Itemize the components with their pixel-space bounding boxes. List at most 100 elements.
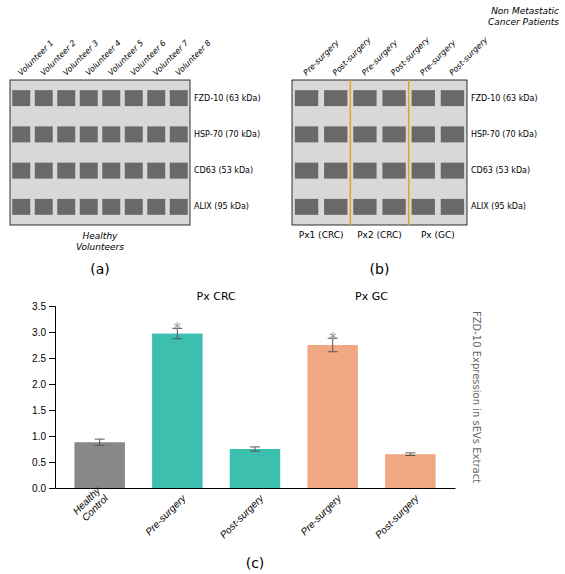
tick: 2.0 [32,379,55,390]
blot-band [125,126,143,142]
error-cap [95,439,105,440]
annotation: Px GC [355,290,388,303]
tick-label: 3.5 [32,301,46,312]
row-label: CD63 (53 kDa) [194,166,253,175]
annotation: Non MetastaticCancer Patients [488,6,559,27]
blot-band [441,126,464,142]
tick-label: 2.5 [32,353,46,364]
blot-band [170,199,188,215]
row-label: ALIX (95 kDa) [471,202,526,211]
blot-band [412,90,435,106]
blot-band [80,163,98,179]
tick: 1.5 [32,405,55,416]
annotation: * [329,330,337,348]
bar [385,454,435,488]
tick-label: 0.0 [32,483,46,494]
bar [74,442,124,488]
error-stem [99,439,100,445]
tick: 2.5 [32,353,55,364]
blot-band [102,199,120,215]
tick: Post-surgery [373,488,422,541]
blot-band [125,199,143,215]
blot-band [80,199,98,215]
blot-band [102,163,120,179]
blot-band [102,126,120,142]
tick: 0.0 [32,483,55,494]
figure: FZD-10 (63 kDa)HSP-70 (70 kDa)CD63 (53 k… [0,0,565,574]
tick-mark [49,436,55,437]
marks [74,328,435,488]
row-label: HSP-70 (70 kDa) [194,130,260,139]
tick-mark [49,384,55,385]
blot-band [295,199,318,215]
axis-title: FZD-10 Expression in sEVs Extract [471,311,482,483]
axis-line [49,307,56,489]
blot-panel: FZD-10 (63 kDa)HSP-70 (70 kDa)CD63 (53 k… [292,6,559,277]
text-line: Non Metastatic [491,6,559,16]
x-axis: HealthyControl Pre-surgery Post-surgery Pre… [56,484,456,540]
text-line: Post-surgery [218,492,267,541]
blot-band [125,90,143,106]
blot-band [353,126,376,142]
error-cap [250,446,260,447]
text-line: Volunteers [76,242,124,252]
error-bar [250,447,260,451]
blot-band [102,90,120,106]
blot-band [57,90,75,106]
blot-band [57,163,75,179]
row-label: ALIX (95 kDa) [194,202,249,211]
text-line: Healthy [83,231,119,241]
blot-band [170,90,188,106]
tick: 0.5 [32,457,55,468]
error-cap [95,445,105,446]
blot-band [147,199,165,215]
panel-label: (c) [246,555,265,571]
annotation: Px CRC [197,290,236,303]
blot-panel: FZD-10 (63 kDa)HSP-70 (70 kDa)CD63 (53 k… [10,38,261,277]
tick-label: Pre-surgery [143,492,188,537]
group-label: Px2 (CRC) [357,230,402,240]
text-line: Pre-surgery [143,492,188,537]
y-axis: 0.00.51.01.52.02.53.03.5 [32,301,55,494]
blot-frame [10,80,190,225]
blot-band [441,90,464,106]
blot-band [412,199,435,215]
blot-band [382,199,405,215]
lane-label: Post-surgery [447,35,489,77]
blot-band [12,126,30,142]
blot-band [324,126,347,142]
tick: Pre-surgery [143,488,188,537]
tick-label: HealthyControl [71,484,111,524]
tick: HealthyControl [71,484,111,524]
group-label: Px1 (CRC) [299,230,344,240]
tick-mark [49,332,55,333]
blot-band [382,126,405,142]
tick-label: 1.0 [32,431,46,442]
blot-band [147,126,165,142]
panel-label: (a) [90,261,110,277]
text-line: Cancer Patients [488,17,559,27]
blot-band [412,126,435,142]
blot-band [295,90,318,106]
panel-label: (b) [370,261,390,277]
blot-band [170,163,188,179]
blot-band [170,126,188,142]
blot-band [324,90,347,106]
error-cap [405,452,415,453]
blot-band [295,163,318,179]
text-line: Pre-surgery [298,492,343,537]
bar [152,334,202,488]
annotation: * [174,320,182,338]
text-line: Control [80,492,111,523]
tick-label: Post-surgery [218,492,267,541]
tick-label: 0.5 [32,457,46,468]
tick-mark [49,462,55,463]
blot-band [382,163,405,179]
tick-label: Pre-surgery [298,492,343,537]
tick-mark [49,306,55,307]
row-label: HSP-70 (70 kDa) [471,130,537,139]
blot-band [324,199,347,215]
tick: 3.5 [32,301,55,312]
blot-band [12,163,30,179]
tick: Post-surgery [218,488,267,541]
